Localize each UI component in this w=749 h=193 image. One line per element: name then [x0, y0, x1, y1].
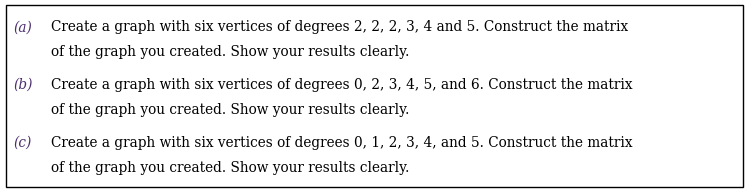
Text: of the graph you created. Show your results clearly.: of the graph you created. Show your resu… — [51, 161, 409, 175]
Text: Create a graph with six vertices of degrees 2, 2, 2, 3, 4 and 5. Construct the m: Create a graph with six vertices of degr… — [51, 20, 628, 34]
FancyBboxPatch shape — [6, 5, 743, 187]
Text: (b): (b) — [13, 78, 33, 92]
Text: (c): (c) — [13, 136, 32, 150]
Text: (a): (a) — [13, 20, 32, 34]
Text: of the graph you created. Show your results clearly.: of the graph you created. Show your resu… — [51, 103, 409, 117]
Text: Create a graph with six vertices of degrees 0, 2, 3, 4, 5, and 6. Construct the : Create a graph with six vertices of degr… — [51, 78, 632, 92]
Text: Create a graph with six vertices of degrees 0, 1, 2, 3, 4, and 5. Construct the : Create a graph with six vertices of degr… — [51, 136, 632, 150]
Text: of the graph you created. Show your results clearly.: of the graph you created. Show your resu… — [51, 45, 409, 59]
